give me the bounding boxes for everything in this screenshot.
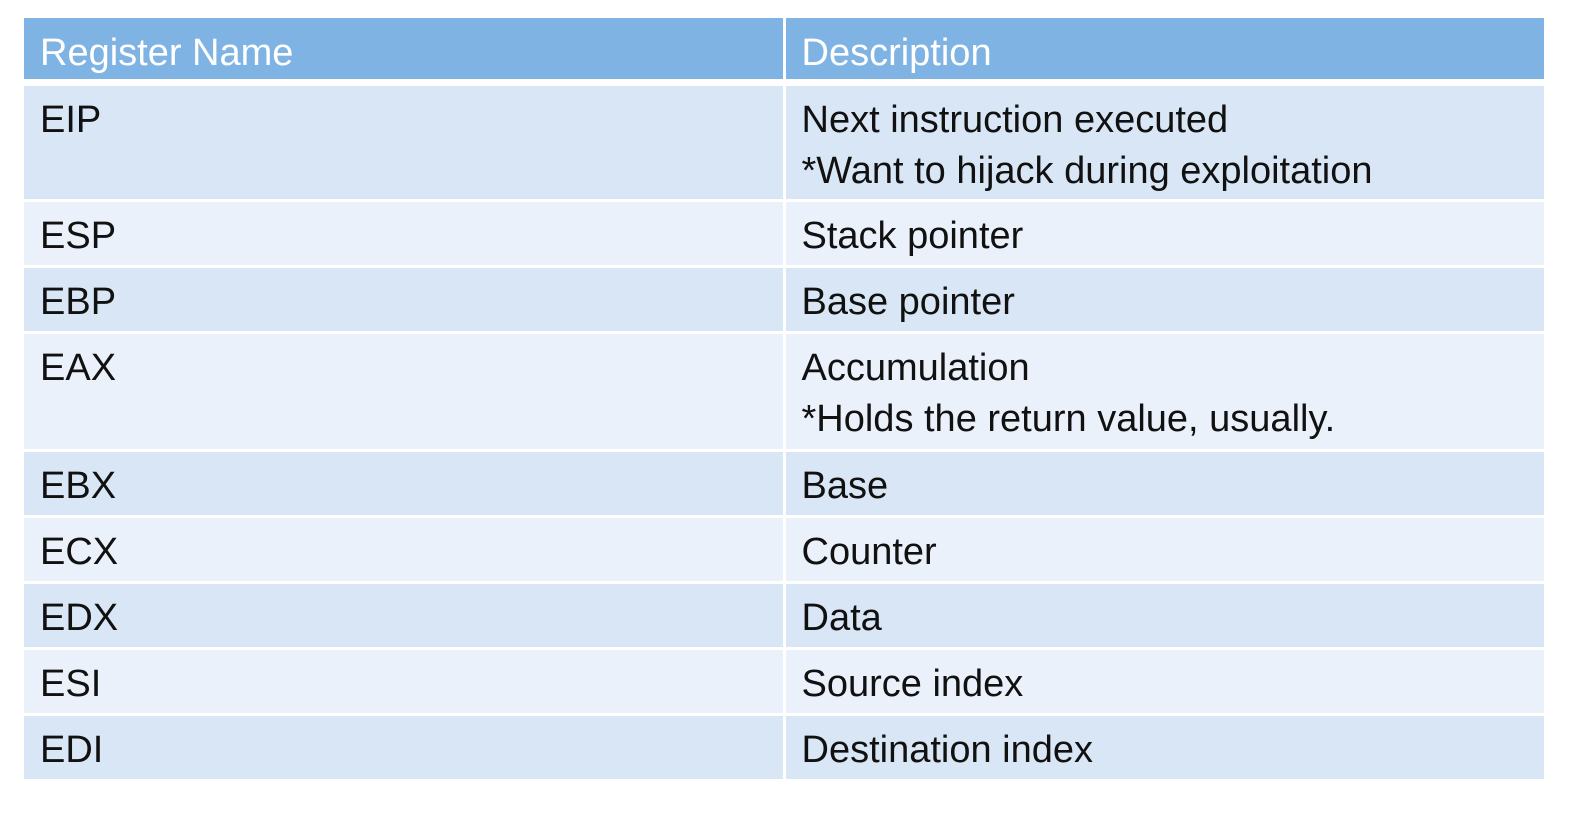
description-line: Destination index [801, 728, 1094, 771]
register-cell: ESP [24, 200, 786, 268]
header-description: Description [784, 18, 1544, 86]
description-line: Data [801, 596, 882, 639]
description-cell: Counter [784, 516, 1544, 584]
register-cell: EAX [24, 332, 786, 452]
description-line: Stack pointer [801, 214, 1024, 257]
table-row: EDI Destination index [24, 714, 1544, 782]
description-note: *Holds the return value, usually. [801, 397, 1336, 440]
table-row: ECX Counter [24, 516, 1544, 584]
register-cell: EIP [24, 82, 786, 202]
table-row: EBX Base [24, 450, 1544, 518]
description-cell: Destination index [784, 714, 1544, 782]
header-register-name: Register Name [24, 18, 786, 86]
description-line: Accumulation [801, 346, 1030, 389]
description-cell: Stack pointer [784, 200, 1544, 268]
description-line: Counter [801, 530, 937, 573]
description-cell: Data [784, 582, 1544, 650]
table-row: EBP Base pointer [24, 266, 1544, 334]
register-table: Register Name Description EIP Next instr… [24, 18, 1544, 782]
table-row: ESP Stack pointer [24, 200, 1544, 268]
description-cell: Base [784, 450, 1544, 518]
table-header: Register Name Description [24, 18, 1544, 86]
register-cell: EDX [24, 582, 786, 650]
table-row: EIP Next instruction executed *Want to h… [24, 82, 1544, 202]
description-cell: Base pointer [784, 266, 1544, 334]
table-row: ESI Source index [24, 648, 1544, 716]
register-cell: EDI [24, 714, 786, 782]
description-line: Source index [801, 662, 1024, 705]
table-row: EDX Data [24, 582, 1544, 650]
register-cell: EBX [24, 450, 786, 518]
table-row: EAX Accumulation *Holds the return value… [24, 332, 1544, 452]
description-line: Next instruction executed [801, 98, 1229, 141]
description-line: Base [801, 464, 889, 507]
table-body: EIP Next instruction executed *Want to h… [24, 82, 1544, 782]
description-cell: Accumulation *Holds the return value, us… [784, 332, 1544, 452]
header-row: Register Name Description [24, 18, 1544, 86]
description-cell: Source index [784, 648, 1544, 716]
register-cell: ESI [24, 648, 786, 716]
description-note: *Want to hijack during exploitation [801, 149, 1373, 192]
description-cell: Next instruction executed *Want to hijac… [784, 82, 1544, 202]
description-line: Base pointer [801, 280, 1015, 323]
register-cell: ECX [24, 516, 786, 584]
register-cell: EBP [24, 266, 786, 334]
